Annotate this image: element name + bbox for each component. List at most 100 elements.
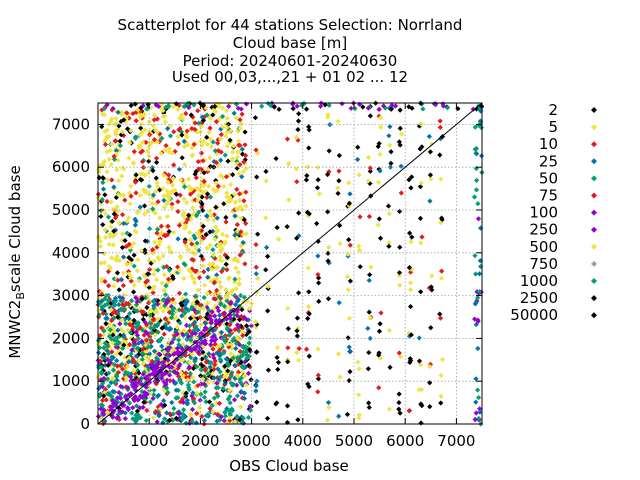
scatter-point [242,142,248,148]
scatter-point [397,410,403,416]
scatter-point [248,323,254,329]
scatter-point [223,214,229,221]
scatter-point [214,418,220,424]
scatter-point [223,174,230,180]
scatter-point [113,398,119,404]
scatter-point [96,350,102,356]
scatter-point [234,322,241,328]
scatter-point [102,211,109,217]
scatter-point [162,355,168,362]
scatter-point [170,175,176,182]
scatter-point [253,388,259,394]
scatter-point [408,239,414,245]
scatter-point [112,328,118,335]
scatter-point [110,367,116,373]
scatter-point [106,241,112,247]
scatter-point [205,300,211,306]
scatter-point [102,386,109,392]
scatter-point [154,230,160,236]
scatter-point [131,252,137,258]
scatter-point [240,169,246,175]
scatter-point [101,158,107,165]
scatter-point [133,403,140,409]
scatter-point [116,416,122,423]
scatter-point [113,257,119,263]
scatter-point [101,105,108,112]
scatter-point [231,316,237,322]
scatter-point [144,304,150,311]
scatter-point [213,180,219,186]
y-tick-label: 3000 [52,287,90,305]
legend-label: 5 [548,118,558,136]
scatter-point [173,387,179,393]
scatter-point [347,191,353,197]
scatter-point [273,401,279,407]
scatter-point [103,311,109,317]
scatter-point [194,390,200,396]
legend-marker [591,175,597,182]
scatter-point [163,283,169,289]
scatter-point [119,112,125,118]
scatter-point [125,301,131,307]
scatter-point [147,351,153,357]
scatter-point [138,125,144,131]
scatter-point [216,308,222,314]
scatter-point [167,352,173,358]
scatter-point [473,321,479,328]
scatter-point [294,103,300,109]
scatter-point [154,180,160,186]
scatter-point [201,269,207,275]
scatter-point [284,136,291,142]
scatter-point [157,338,163,344]
scatter-point [117,363,124,369]
scatter-point [229,408,235,414]
scatter-point [211,355,217,361]
scatter-point [105,283,112,289]
scatter-point [180,411,186,417]
scatter-point [166,372,173,378]
scatter-point [110,401,117,407]
scatter-point [347,242,353,248]
scatter-point [217,279,223,285]
scatter-point [344,411,351,418]
scatter-point [193,175,199,181]
scatter-point [151,324,158,331]
scatter-point [315,275,322,281]
scatter-point [306,124,312,130]
scatter-point [120,384,126,390]
scatter-point [202,367,208,373]
scatter-point [150,192,157,198]
scatter-point [162,302,168,309]
scatter-point [181,103,187,110]
scatter-point [408,357,414,364]
scatter-point [160,308,166,314]
scatter-point [335,185,341,191]
scatter-point [356,415,362,421]
scatter-point [114,204,120,210]
scatter-point [247,407,254,413]
legend-label: 25 [539,152,558,170]
scatter-point [306,384,312,390]
scatter-point [131,317,137,323]
scatter-point [206,307,212,314]
scatter-point [135,412,141,418]
scatter-point [101,251,107,257]
scatter-point [141,399,147,405]
scatter-point [177,115,183,121]
scatter-point [154,139,160,145]
scatter-point [173,395,179,401]
scatter-point [144,407,150,414]
scatter-point [185,142,191,148]
scatter-point [193,324,199,330]
scatter-point [208,319,214,326]
scatter-point [158,375,165,382]
scatter-point [107,233,113,240]
scatter-point [259,103,265,109]
scatter-point [163,300,170,307]
scatter-point [182,314,188,320]
scatter-point [265,308,271,314]
scatter-point [253,324,259,330]
scatter-point [203,399,209,405]
scatter-point [360,104,366,110]
